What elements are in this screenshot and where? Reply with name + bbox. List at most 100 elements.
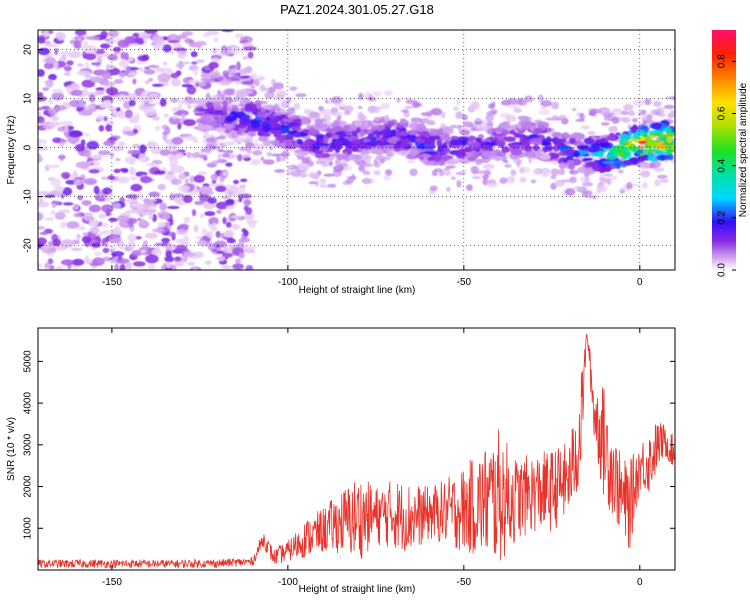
spectrogram-ridge-blob: [520, 121, 532, 129]
spectrogram-noise-blob: [170, 72, 180, 79]
spectrogram-noise-blob: [222, 217, 227, 225]
spectrogram-noise-blob: [50, 210, 56, 216]
spectrogram-halo-blob: [361, 163, 374, 168]
spectrogram-halo-blob: [373, 170, 381, 176]
spectrogram-noise-blob: [55, 105, 67, 111]
spectrogram-halo-blob: [550, 101, 559, 110]
spectrogram-ridge-blob: [352, 154, 364, 160]
spectrogram-halo-blob: [653, 167, 665, 172]
snr-y-ticks: 1000 2000 3000 4000 5000: [23, 350, 675, 539]
spectrogram-noise-blob: [137, 191, 144, 201]
spectrogram-noise-blob: [193, 251, 204, 258]
spectrogram-noise-blob: [76, 70, 91, 76]
spectrogram-halo-blob: [369, 105, 382, 111]
spectrogram-noise-blob: [89, 154, 103, 159]
spectrogram-ridge-blob: [426, 141, 436, 147]
spectrogram-ridge-blob: [619, 133, 629, 140]
spectrogram-halo-blob: [358, 92, 364, 101]
spectrogram-ridge-blob: [291, 125, 301, 131]
spectrogram-noise-blob: [235, 33, 244, 39]
spectrogram-noise-blob: [41, 245, 54, 249]
spectrogram-noise-blob: [163, 61, 167, 66]
spectrogram-ridge-blob: [467, 156, 477, 162]
spectrogram-halo-blob: [617, 169, 624, 174]
spectrogram-ridge-blob: [221, 106, 228, 114]
spectrogram-ridge-blob: [429, 128, 439, 137]
snr-x-tick-label: -50: [457, 577, 472, 588]
spectrogram-halo-blob: [603, 173, 613, 177]
spectrogram-ridge-blob: [501, 146, 511, 153]
spectrogram-halo-blob: [550, 168, 560, 176]
spectrogram-y-tick-label: -20: [23, 238, 34, 253]
spectrogram-halo-blob: [373, 162, 381, 168]
spectrogram-noise-blob: [187, 105, 192, 109]
spectrogram-ridge-blob: [336, 153, 345, 161]
spectrogram-noise-blob: [46, 164, 60, 169]
spectrogram-halo-blob: [551, 131, 563, 138]
spectrogram-noise-blob: [38, 263, 43, 269]
spectrogram-noise-blob: [81, 200, 92, 206]
spectrogram-noise-blob: [148, 64, 159, 69]
spectrogram-noise-blob: [38, 36, 46, 44]
spectrogram-noise-blob: [151, 228, 165, 233]
spectrogram-halo-blob: [198, 81, 207, 87]
spectrogram-halo-blob: [610, 175, 618, 181]
spectrogram-ridge-blob: [282, 117, 295, 123]
spectrogram-ridge-blob: [583, 137, 595, 145]
spectrogram-noise-blob: [211, 248, 218, 253]
spectrogram-noise-blob: [236, 136, 246, 143]
spectrogram-noise-blob: [60, 259, 75, 266]
spectrogram-noise-blob: [194, 200, 205, 206]
spectrogram-ridge-blob: [656, 142, 663, 149]
spectrogram-noise-blob: [208, 61, 219, 69]
spectrogram-noise-blob: [139, 249, 147, 254]
spectrogram-noise-blob: [238, 252, 245, 259]
spectrogram-noise-blob: [159, 97, 167, 107]
spectrogram-noise-blob: [198, 186, 213, 194]
spectrogram-halo-blob: [359, 114, 366, 121]
spectrogram-ridge-blob: [269, 130, 282, 135]
spectrogram-ridge-blob: [671, 145, 675, 150]
spectrogram-ridge-blob: [578, 150, 589, 155]
spectrogram-halo-blob: [622, 104, 634, 111]
spectrogram-noise-blob: [129, 166, 136, 176]
spectrogram-halo-blob: [561, 117, 569, 125]
spectrogram-ridge-blob: [224, 123, 233, 130]
spectrogram-noise-blob: [60, 239, 74, 248]
spectrogram-halo-blob: [274, 103, 280, 110]
spectrogram-halo-blob: [299, 173, 308, 179]
spectrogram-noise-blob: [176, 228, 188, 236]
spectrogram-halo-blob: [406, 160, 416, 163]
spectrogram-noise-blob: [102, 256, 113, 262]
spectrogram-noise-blob: [174, 256, 182, 263]
spectrogram-noise-blob: [38, 92, 44, 97]
spectrogram-halo-blob: [538, 168, 551, 175]
spectrogram-halo-blob: [644, 98, 652, 106]
spectrogram-halo-blob: [657, 113, 666, 117]
spectrogram-noise-blob: [130, 176, 138, 181]
spectrogram-halo-blob: [324, 99, 329, 104]
spectrogram-halo-blob: [241, 155, 249, 159]
spectrogram-ridge-blob: [546, 136, 552, 143]
spectrogram-halo-blob: [320, 108, 332, 116]
spectrogram-noise-blob: [121, 168, 129, 173]
spectrogram-noise-blob: [138, 105, 148, 111]
spectrogram-noise-blob: [115, 158, 121, 162]
spectrogram-noise-blob: [232, 263, 244, 270]
colorbar-ticks: 0.0 0.2 0.4 0.6 0.8: [717, 54, 736, 277]
spectrogram-halo-blob: [632, 99, 645, 107]
spectrogram-ridge-blob: [263, 104, 272, 110]
spectrogram-ridge-blob: [611, 159, 623, 167]
spectrogram-noise-blob: [222, 171, 229, 177]
spectrogram-noise-blob: [84, 133, 90, 137]
spectrogram-noise-blob: [38, 143, 43, 147]
spectrogram-halo-blob: [575, 118, 585, 122]
spectrogram-ridge-blob: [588, 147, 599, 153]
spectrogram-ridge-blob: [197, 123, 204, 129]
spectrogram-halo-blob: [572, 107, 577, 112]
spectrogram-noise-blob: [68, 130, 82, 138]
spectrogram-noise-blob: [186, 98, 198, 104]
spectrogram-noise-blob: [102, 247, 110, 253]
spectrogram-ridge-blob: [471, 141, 481, 150]
spectrogram-ridge-blob: [334, 145, 342, 150]
